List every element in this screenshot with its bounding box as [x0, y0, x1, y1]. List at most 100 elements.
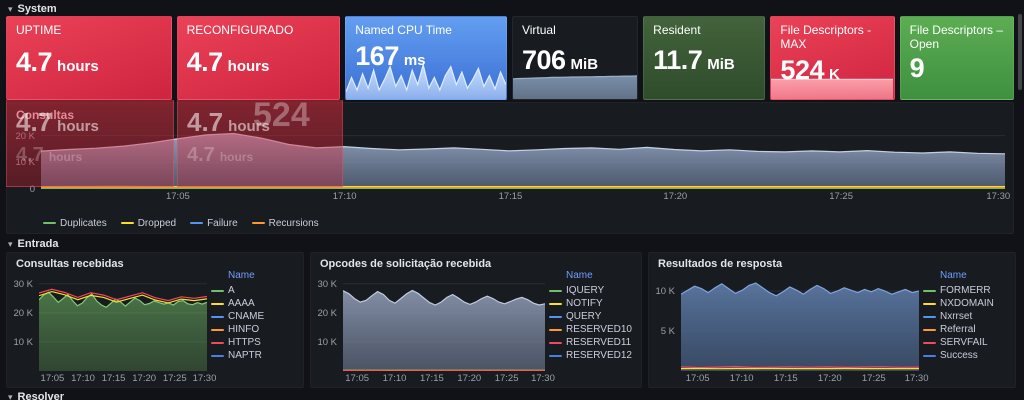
x-axis-label: 17:05 — [40, 373, 65, 384]
cpu-sparkline — [346, 63, 506, 99]
legend-label: HINFO — [228, 324, 260, 335]
legend-item-duplicates[interactable]: Duplicates — [43, 218, 107, 229]
x-axis-label: 17:15 — [101, 373, 126, 384]
stat-value: 524 K — [780, 55, 840, 86]
legend-item-iquery[interactable]: IQUERY — [549, 284, 637, 297]
section-resolver[interactable]: ▾ Resolver — [8, 391, 64, 400]
legend-swatch — [251, 222, 265, 224]
legend-label: Failure — [207, 217, 238, 229]
legend-item-aaaa[interactable]: AAAA — [211, 297, 299, 310]
legend-label: HTTPS — [228, 337, 261, 348]
legend-swatch — [923, 289, 936, 292]
legend-item-formerr[interactable]: FORMERR — [923, 284, 1011, 297]
legend-label: Referral — [940, 324, 976, 335]
stat-panel-uptime[interactable]: UPTIME 4.7 hours — [6, 16, 172, 100]
x-axis-label: 17:30 — [904, 373, 929, 384]
legend-item-query[interactable]: QUERY — [549, 310, 637, 323]
y-axis-label: 10 K — [317, 336, 337, 348]
legend-item-reserved12[interactable]: RESERVED12 — [549, 349, 637, 362]
x-axis-label: 17:20 — [132, 373, 157, 384]
x-axis-label: 17:10 — [332, 191, 357, 202]
stat-title: Named CPU Time — [355, 23, 452, 37]
legend-column-header: Name — [566, 270, 593, 281]
legend-item-success[interactable]: Success — [923, 349, 1011, 362]
x-axis-label: 17:10 — [729, 373, 754, 384]
x-axis-label: 17:15 — [498, 191, 523, 202]
ghost-value-524: 524 — [253, 96, 310, 134]
panel-opcodes: Opcodes de solicitação recebida 30 K 20 K… — [310, 252, 642, 388]
legend-item-dropped[interactable]: Dropped — [120, 217, 177, 229]
legend-column-header: Name — [940, 270, 967, 281]
legend-label: Duplicates — [60, 217, 107, 229]
stat-panel-resident[interactable]: Resident 11.7 MiB — [643, 16, 766, 100]
legend-swatch — [923, 328, 936, 331]
legend-swatch — [211, 315, 224, 318]
legend-item-failure[interactable]: Failure — [190, 218, 238, 229]
legend-item-cname[interactable]: CNAME — [211, 310, 299, 323]
stat-value: 4.7 hours — [186, 47, 270, 78]
legend-item-a[interactable]: A — [211, 284, 299, 297]
stat-title: File Descriptors - MAX — [780, 23, 872, 52]
legend-label: RESERVED12 — [566, 350, 632, 361]
stat-panel-virtual[interactable]: Virtual 706 MiB — [511, 16, 639, 100]
legend-item-reserved10[interactable]: RESERVED10 — [549, 323, 637, 336]
ghost-panel-uptime: 4.7 hours 4.7 hours — [6, 100, 174, 187]
scrollbar-thumb[interactable] — [1018, 14, 1022, 90]
legend-label: NAPTR — [228, 350, 262, 361]
x-axis-label: 17:10 — [382, 373, 407, 384]
legend-item-hinfo[interactable]: HINFO — [211, 323, 299, 336]
opcodes-chart[interactable]: 30 K 20 K 10 K 17:05 17:10 17:15 17:20 17:25 17:… — [313, 273, 554, 384]
stat-row: UPTIME 4.7 hours RECONFIGURADO 4.7 hours N… — [6, 16, 1015, 100]
opcodes-legend: Name IQUERY NOTIFY QUERY RESERVED10 RESERVED… — [549, 270, 637, 362]
stat-panel-reconfigurado[interactable]: RECONFIGURADO 4.7 hours — [176, 16, 341, 100]
legend-item-servfail[interactable]: SERVFAIL — [923, 336, 1011, 349]
section-resolver-label: Resolver — [17, 391, 65, 400]
legend-swatch — [923, 315, 936, 318]
legend-item-recursions[interactable]: Recursions — [251, 217, 319, 229]
stat-panel-named-cpu-time[interactable]: Named CPU Time 167 ms — [345, 16, 507, 100]
legend-label: Recursions — [268, 217, 319, 229]
legend-item-reserved11[interactable]: RESERVED11 — [549, 336, 637, 349]
legend-label: NOTIFY — [566, 298, 603, 309]
x-axis-label: 17:20 — [817, 373, 842, 384]
legend-label: FORMERR — [940, 285, 991, 296]
legend-item-https[interactable]: HTTPS — [211, 336, 299, 349]
x-axis-label: 17:25 — [829, 191, 853, 202]
legend-item-naptr[interactable]: NAPTR — [211, 349, 299, 362]
x-axis-label: 17:05 — [685, 373, 710, 384]
legend-swatch — [211, 302, 224, 305]
legend-item-notify[interactable]: NOTIFY — [549, 297, 637, 310]
stat-title: Resident — [653, 23, 701, 37]
x-axis-label: 17:30 — [986, 191, 1011, 202]
y-axis-label: 10 K — [13, 336, 33, 348]
stat-panel-fd-open[interactable]: File Descriptors – Open 9 — [899, 16, 1015, 100]
stat-value: 9 — [909, 53, 925, 84]
stat-value: 4.7 hours — [16, 47, 99, 78]
legend-swatch — [43, 222, 56, 224]
resultados-chart[interactable]: 10 K 5 K 17:05 17:10 17:15 17:20 17:25 17:30 — [651, 273, 929, 384]
panel-title[interactable]: Opcodes de solicitação recebida — [320, 258, 492, 270]
x-axis-label: 17:10 — [71, 373, 95, 384]
section-system[interactable]: ▾ System — [8, 3, 57, 15]
section-entrada-label: Entrada — [17, 238, 59, 250]
stat-value: 706 MiB — [521, 45, 599, 76]
panel-title[interactable]: Resultados de resposta — [658, 258, 783, 270]
section-entrada[interactable]: ▾ Entrada — [8, 238, 59, 250]
legend-item-referral[interactable]: Referral — [923, 323, 1011, 336]
resultados-legend: Name FORMERR NXDOMAIN Nxrrset Referral SERVF… — [923, 270, 1011, 362]
legend-label: AAAA — [228, 298, 255, 309]
y-axis-label: 20 K — [317, 307, 337, 319]
legend-label: RESERVED11 — [566, 337, 632, 348]
legend-item-nxrrset[interactable]: Nxrrset — [923, 310, 1011, 323]
stat-panel-fd-max[interactable]: File Descriptors - MAX 524 K — [770, 16, 895, 100]
legend-swatch — [211, 341, 224, 344]
legend-item-nxdomain[interactable]: NXDOMAIN — [923, 297, 1011, 310]
x-axis-label: 17:05 — [345, 373, 370, 384]
recebidas-chart[interactable]: 30 K 20 K 10 K 17:05 17:10 17:15 17:20 17:25 17:… — [9, 273, 216, 384]
legend-label: Dropped — [137, 217, 177, 229]
panel-title[interactable]: Consultas recebidas — [16, 258, 124, 270]
legend-label: RESERVED10 — [566, 324, 632, 335]
stat-title: UPTIME — [16, 23, 62, 37]
x-axis-label: 17:05 — [165, 191, 190, 202]
x-axis-label: 17:15 — [419, 373, 444, 384]
